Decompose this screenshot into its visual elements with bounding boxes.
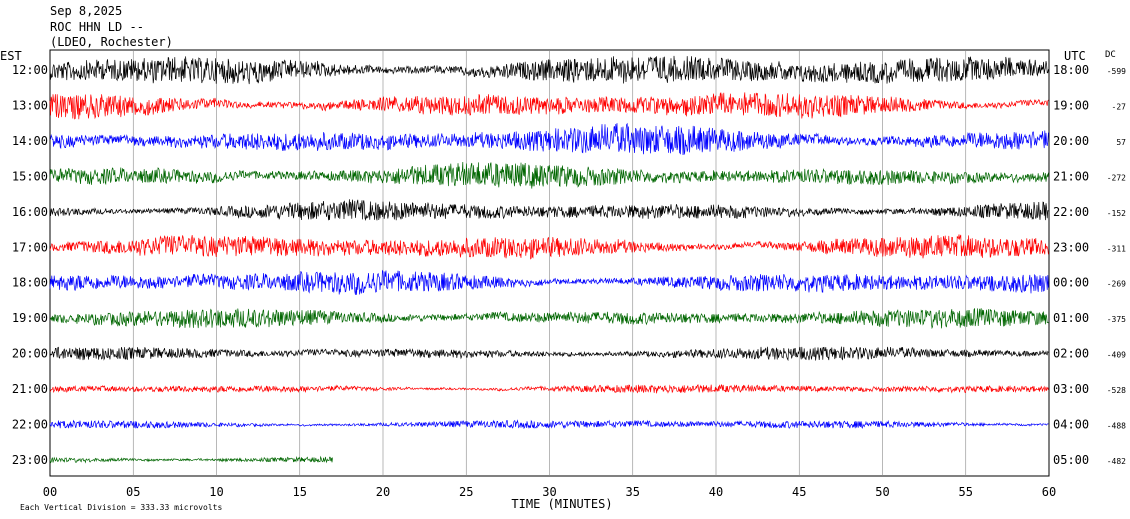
utc-label: 19:00: [1053, 98, 1089, 112]
x-tick-label: 15: [293, 485, 307, 499]
trace-row-1400: [49, 122, 1049, 156]
trace-row-1500: [49, 161, 1049, 189]
x-tick-label: 00: [43, 485, 57, 499]
dc-value: -152: [1107, 209, 1126, 218]
utc-label: 20:00: [1053, 134, 1089, 148]
header-station: ROC HHN LD --: [50, 20, 144, 34]
utc-label: 00:00: [1053, 276, 1089, 290]
utc-label: 23:00: [1053, 240, 1089, 254]
est-label: 20:00: [12, 347, 48, 361]
dc-value: -488: [1107, 422, 1126, 431]
row-labels: 12:00 18:00 -599 13:00 19:00 -27 14:00 20:00 57 1…: [12, 63, 1126, 467]
footnote: Each Vertical Division = 333.33 microvol…: [20, 503, 222, 512]
x-tick-label: 60: [1042, 485, 1056, 499]
utc-label: 22:00: [1053, 205, 1089, 219]
x-tick-label: 20: [376, 485, 390, 499]
header-date: Sep 8,2025: [50, 4, 122, 18]
grid-lines: [132, 50, 967, 476]
x-tick-label: 10: [209, 485, 223, 499]
dc-value: -482: [1107, 457, 1126, 466]
est-label: 17:00: [12, 240, 48, 254]
x-tick-label: 05: [126, 485, 140, 499]
x-tick-label: 45: [792, 485, 806, 499]
trace-row-1900: [49, 308, 1049, 330]
est-label: 14:00: [12, 134, 48, 148]
utc-label: 03:00: [1053, 382, 1089, 396]
x-tick-label: 35: [626, 485, 640, 499]
utc-axis-title: UTC: [1064, 49, 1086, 63]
x-tick-label: 50: [875, 485, 889, 499]
dc-value: -599: [1107, 67, 1126, 76]
dc-value: -27: [1112, 102, 1127, 111]
est-label: 13:00: [12, 98, 48, 112]
trace-row-2300: [49, 455, 333, 464]
dc-value: -528: [1107, 386, 1126, 395]
dc-value: 57: [1116, 138, 1126, 147]
est-label: 12:00: [12, 63, 48, 77]
trace-row-2000: [49, 346, 1049, 362]
utc-label: 05:00: [1053, 453, 1089, 467]
trace-row-1700: [49, 234, 1049, 260]
est-label: 22:00: [12, 418, 48, 432]
trace-row-1300: [49, 91, 1049, 120]
x-tick-label: 55: [959, 485, 973, 499]
est-label: 16:00: [12, 205, 48, 219]
est-label: 23:00: [12, 453, 48, 467]
utc-label: 04:00: [1053, 418, 1089, 432]
est-label: 19:00: [12, 311, 48, 325]
header-network: (LDEO, Rochester): [50, 35, 173, 49]
trace-row-1600: [49, 199, 1049, 222]
trace-row-2100: [49, 383, 1049, 394]
est-label: 21:00: [12, 382, 48, 396]
trace-row-2200: [49, 419, 1049, 430]
utc-label: 02:00: [1053, 347, 1089, 361]
trace-row-1800: [49, 269, 1049, 295]
est-axis-title: EST: [0, 49, 22, 63]
dc-value: -272: [1107, 173, 1126, 182]
est-label: 18:00: [12, 276, 48, 290]
utc-label: 21:00: [1053, 169, 1089, 183]
x-axis-label: TIME (MINUTES): [511, 497, 612, 511]
dc-axis-title: DC: [1105, 50, 1116, 60]
x-tick-label: 25: [459, 485, 473, 499]
traces: [49, 55, 1049, 464]
est-label: 15:00: [12, 169, 48, 183]
dc-value: -311: [1107, 244, 1126, 253]
x-tick-label: 30: [542, 485, 556, 499]
utc-label: 18:00: [1053, 63, 1089, 77]
dc-value: -409: [1107, 351, 1126, 360]
trace-row-1200: [49, 55, 1049, 85]
x-tick-labels: 00 05 10 15 20 25 30 35 40 45 50 55 60: [43, 485, 1056, 499]
dc-value: -269: [1107, 280, 1126, 289]
dc-value: -375: [1107, 315, 1126, 324]
utc-label: 01:00: [1053, 311, 1089, 325]
x-tick-label: 40: [709, 485, 723, 499]
